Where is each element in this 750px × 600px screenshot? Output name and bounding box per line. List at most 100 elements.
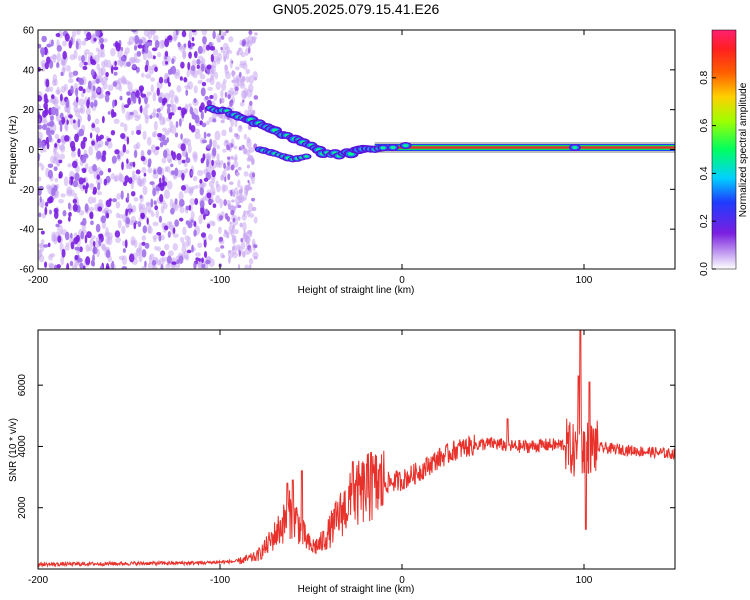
noise-speckle bbox=[43, 93, 48, 101]
noise-speckle bbox=[190, 170, 194, 176]
noise-speckle bbox=[238, 189, 242, 194]
noise-speckle bbox=[170, 163, 174, 168]
noise-speckle bbox=[78, 98, 85, 107]
noise-speckle bbox=[77, 247, 81, 252]
noise-speckle bbox=[234, 205, 238, 209]
noise-speckle bbox=[186, 249, 192, 254]
noise-speckle bbox=[110, 65, 114, 74]
noise-speckle bbox=[92, 85, 96, 92]
noise-speckle bbox=[72, 160, 78, 169]
noise-speckle bbox=[50, 106, 57, 116]
noise-speckle bbox=[60, 144, 66, 153]
noise-speckle bbox=[56, 264, 62, 269]
noise-speckle bbox=[40, 164, 45, 171]
spectrogram-xtick-label: -200 bbox=[28, 275, 48, 286]
noise-speckle bbox=[104, 94, 110, 103]
noise-speckle bbox=[85, 244, 90, 253]
noise-speckle bbox=[225, 71, 231, 80]
noise-speckle bbox=[43, 244, 49, 248]
noise-speckle bbox=[174, 219, 180, 227]
noise-speckle bbox=[185, 205, 189, 211]
noise-speckle bbox=[137, 44, 143, 49]
noise-speckle bbox=[158, 233, 162, 242]
noise-speckle bbox=[174, 132, 179, 138]
noise-speckle bbox=[111, 155, 117, 164]
noise-speckle bbox=[246, 188, 249, 192]
noise-speckle bbox=[203, 250, 208, 258]
noise-speckle bbox=[131, 204, 137, 213]
noise-speckle bbox=[150, 212, 155, 217]
noise-speckle bbox=[193, 220, 197, 228]
noise-speckle bbox=[59, 93, 63, 102]
noise-speckle bbox=[212, 92, 218, 102]
noise-speckle bbox=[249, 264, 252, 269]
noise-speckle bbox=[146, 217, 149, 225]
noise-speckle bbox=[42, 124, 48, 131]
noise-speckle bbox=[162, 127, 167, 132]
noise-speckle bbox=[161, 98, 166, 106]
noise-speckle bbox=[129, 111, 134, 116]
noise-speckle bbox=[49, 98, 53, 103]
noise-speckle bbox=[128, 36, 135, 45]
noise-speckle bbox=[203, 239, 207, 248]
noise-speckle bbox=[87, 196, 94, 204]
noise-speckle bbox=[185, 157, 191, 164]
noise-speckle bbox=[136, 129, 142, 135]
noise-speckle bbox=[86, 231, 92, 239]
noise-speckle bbox=[214, 71, 219, 80]
track-blob-inner bbox=[403, 144, 409, 147]
noise-speckle bbox=[118, 172, 123, 182]
noise-speckle bbox=[96, 133, 99, 143]
noise-speckles bbox=[38, 30, 259, 269]
noise-speckle bbox=[38, 124, 43, 130]
noise-speckle bbox=[62, 210, 67, 217]
noise-speckle bbox=[179, 217, 184, 222]
noise-speckle bbox=[104, 140, 109, 146]
snr-xtick-label: -200 bbox=[28, 575, 48, 586]
noise-speckle bbox=[81, 168, 87, 174]
noise-speckle bbox=[207, 86, 213, 92]
noise-speckle bbox=[191, 37, 195, 42]
noise-speckle bbox=[70, 176, 74, 186]
noise-speckle bbox=[74, 109, 81, 117]
noise-speckle bbox=[200, 110, 204, 120]
noise-speckle bbox=[228, 126, 233, 133]
noise-speckle bbox=[186, 69, 190, 78]
noise-speckle bbox=[202, 42, 208, 52]
noise-speckle bbox=[124, 80, 130, 85]
noise-speckle bbox=[203, 177, 209, 182]
noise-speckle bbox=[160, 234, 165, 241]
noise-speckle bbox=[206, 223, 211, 229]
noise-speckle bbox=[201, 81, 207, 87]
noise-speckle bbox=[82, 185, 86, 190]
noise-speckle bbox=[215, 194, 221, 204]
noise-speckle bbox=[70, 241, 75, 250]
noise-speckle bbox=[95, 78, 100, 84]
noise-speckle bbox=[140, 150, 145, 158]
noise-speckle bbox=[86, 99, 90, 109]
snr-xtick-label: 100 bbox=[576, 575, 593, 586]
noise-speckle bbox=[190, 219, 194, 223]
noise-speckle bbox=[219, 97, 222, 105]
noise-speckle bbox=[82, 65, 88, 71]
noise-speckle bbox=[127, 97, 131, 106]
noise-speckle bbox=[229, 221, 232, 225]
noise-speckle bbox=[46, 122, 52, 127]
noise-speckle bbox=[152, 55, 156, 60]
noise-speckle bbox=[52, 73, 58, 83]
noise-speckle bbox=[193, 229, 197, 237]
noise-speckle bbox=[147, 226, 153, 234]
noise-speckle bbox=[204, 208, 209, 215]
noise-speckle bbox=[57, 219, 63, 224]
noise-speckle bbox=[252, 172, 256, 178]
noise-speckle bbox=[171, 58, 175, 65]
noise-speckle bbox=[133, 222, 137, 230]
noise-speckle bbox=[178, 191, 184, 202]
noise-speckle bbox=[238, 249, 242, 257]
noise-speckle bbox=[126, 91, 131, 96]
noise-speckle bbox=[114, 60, 117, 67]
noise-speckle bbox=[47, 163, 54, 169]
noise-speckle bbox=[224, 64, 228, 71]
